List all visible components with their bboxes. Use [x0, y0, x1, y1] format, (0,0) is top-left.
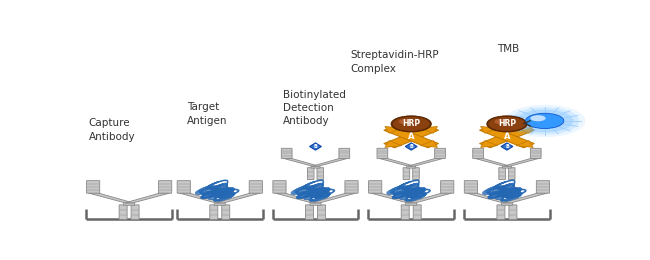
Text: Complex: Complex: [351, 64, 396, 74]
Polygon shape: [385, 126, 402, 133]
Polygon shape: [179, 193, 224, 203]
Text: TMB: TMB: [497, 44, 519, 54]
FancyBboxPatch shape: [509, 205, 517, 220]
Text: B: B: [410, 144, 413, 149]
FancyBboxPatch shape: [499, 168, 506, 180]
FancyBboxPatch shape: [464, 181, 478, 193]
Polygon shape: [384, 126, 439, 148]
Text: Target: Target: [187, 102, 219, 112]
FancyBboxPatch shape: [413, 205, 421, 220]
Circle shape: [510, 107, 579, 135]
Circle shape: [392, 116, 430, 132]
Polygon shape: [480, 126, 534, 148]
FancyBboxPatch shape: [177, 181, 190, 193]
FancyBboxPatch shape: [86, 181, 99, 193]
FancyBboxPatch shape: [311, 166, 320, 168]
Polygon shape: [283, 158, 318, 166]
Circle shape: [516, 109, 573, 132]
FancyBboxPatch shape: [413, 168, 419, 180]
Polygon shape: [516, 141, 533, 147]
Circle shape: [398, 119, 412, 124]
Polygon shape: [378, 158, 415, 166]
Text: Detection: Detection: [283, 103, 333, 113]
Circle shape: [495, 119, 508, 124]
Text: Antibody: Antibody: [89, 132, 135, 142]
Circle shape: [487, 116, 527, 132]
FancyBboxPatch shape: [281, 148, 292, 158]
Text: HRP: HRP: [402, 119, 421, 128]
FancyBboxPatch shape: [406, 203, 417, 205]
Text: B: B: [313, 144, 317, 149]
FancyBboxPatch shape: [249, 181, 263, 193]
Polygon shape: [421, 141, 437, 147]
Polygon shape: [311, 193, 356, 203]
FancyBboxPatch shape: [210, 205, 218, 220]
Polygon shape: [274, 193, 320, 203]
Polygon shape: [503, 193, 548, 203]
Polygon shape: [474, 158, 510, 166]
Polygon shape: [384, 126, 439, 148]
FancyBboxPatch shape: [310, 203, 321, 205]
Text: Streptavidin-HRP: Streptavidin-HRP: [351, 50, 439, 60]
Polygon shape: [421, 126, 437, 133]
Polygon shape: [125, 193, 170, 203]
Text: A: A: [504, 132, 510, 141]
FancyBboxPatch shape: [401, 205, 410, 220]
Polygon shape: [88, 193, 133, 203]
Polygon shape: [480, 141, 498, 147]
FancyBboxPatch shape: [339, 148, 350, 158]
Text: A: A: [408, 132, 415, 141]
Polygon shape: [406, 143, 417, 150]
FancyBboxPatch shape: [345, 181, 358, 193]
Text: Biotinylated: Biotinylated: [283, 90, 346, 100]
Polygon shape: [480, 126, 534, 148]
Polygon shape: [370, 193, 415, 203]
Text: HRP: HRP: [498, 119, 516, 128]
FancyBboxPatch shape: [159, 181, 172, 193]
Polygon shape: [466, 193, 511, 203]
FancyBboxPatch shape: [131, 205, 139, 220]
Polygon shape: [407, 193, 452, 203]
Polygon shape: [408, 158, 444, 166]
FancyBboxPatch shape: [407, 166, 416, 168]
Polygon shape: [385, 141, 402, 147]
FancyBboxPatch shape: [369, 181, 382, 193]
FancyBboxPatch shape: [377, 148, 388, 158]
FancyBboxPatch shape: [214, 203, 226, 205]
FancyBboxPatch shape: [435, 148, 445, 158]
Circle shape: [504, 105, 586, 137]
Text: B: B: [505, 144, 509, 149]
Text: Antibody: Antibody: [283, 116, 330, 126]
FancyBboxPatch shape: [501, 203, 512, 205]
FancyBboxPatch shape: [306, 205, 313, 220]
FancyBboxPatch shape: [441, 181, 454, 193]
Polygon shape: [480, 126, 498, 133]
FancyBboxPatch shape: [124, 203, 135, 205]
Circle shape: [530, 115, 545, 121]
Polygon shape: [504, 158, 540, 166]
Circle shape: [526, 113, 564, 128]
Polygon shape: [516, 126, 533, 133]
FancyBboxPatch shape: [403, 168, 410, 180]
FancyBboxPatch shape: [473, 148, 484, 158]
FancyBboxPatch shape: [530, 148, 541, 158]
FancyBboxPatch shape: [536, 181, 549, 193]
Polygon shape: [216, 193, 261, 203]
Text: Antigen: Antigen: [187, 116, 228, 126]
FancyBboxPatch shape: [508, 168, 515, 180]
Polygon shape: [309, 143, 321, 150]
FancyBboxPatch shape: [307, 168, 314, 180]
FancyBboxPatch shape: [497, 205, 505, 220]
FancyBboxPatch shape: [317, 205, 326, 220]
Polygon shape: [312, 158, 348, 166]
FancyBboxPatch shape: [119, 205, 127, 220]
FancyBboxPatch shape: [502, 166, 512, 168]
FancyBboxPatch shape: [222, 205, 229, 220]
FancyBboxPatch shape: [273, 181, 286, 193]
Circle shape: [391, 116, 432, 132]
Polygon shape: [501, 143, 513, 150]
Circle shape: [488, 116, 526, 132]
Text: Capture: Capture: [89, 118, 131, 128]
FancyBboxPatch shape: [317, 168, 324, 180]
